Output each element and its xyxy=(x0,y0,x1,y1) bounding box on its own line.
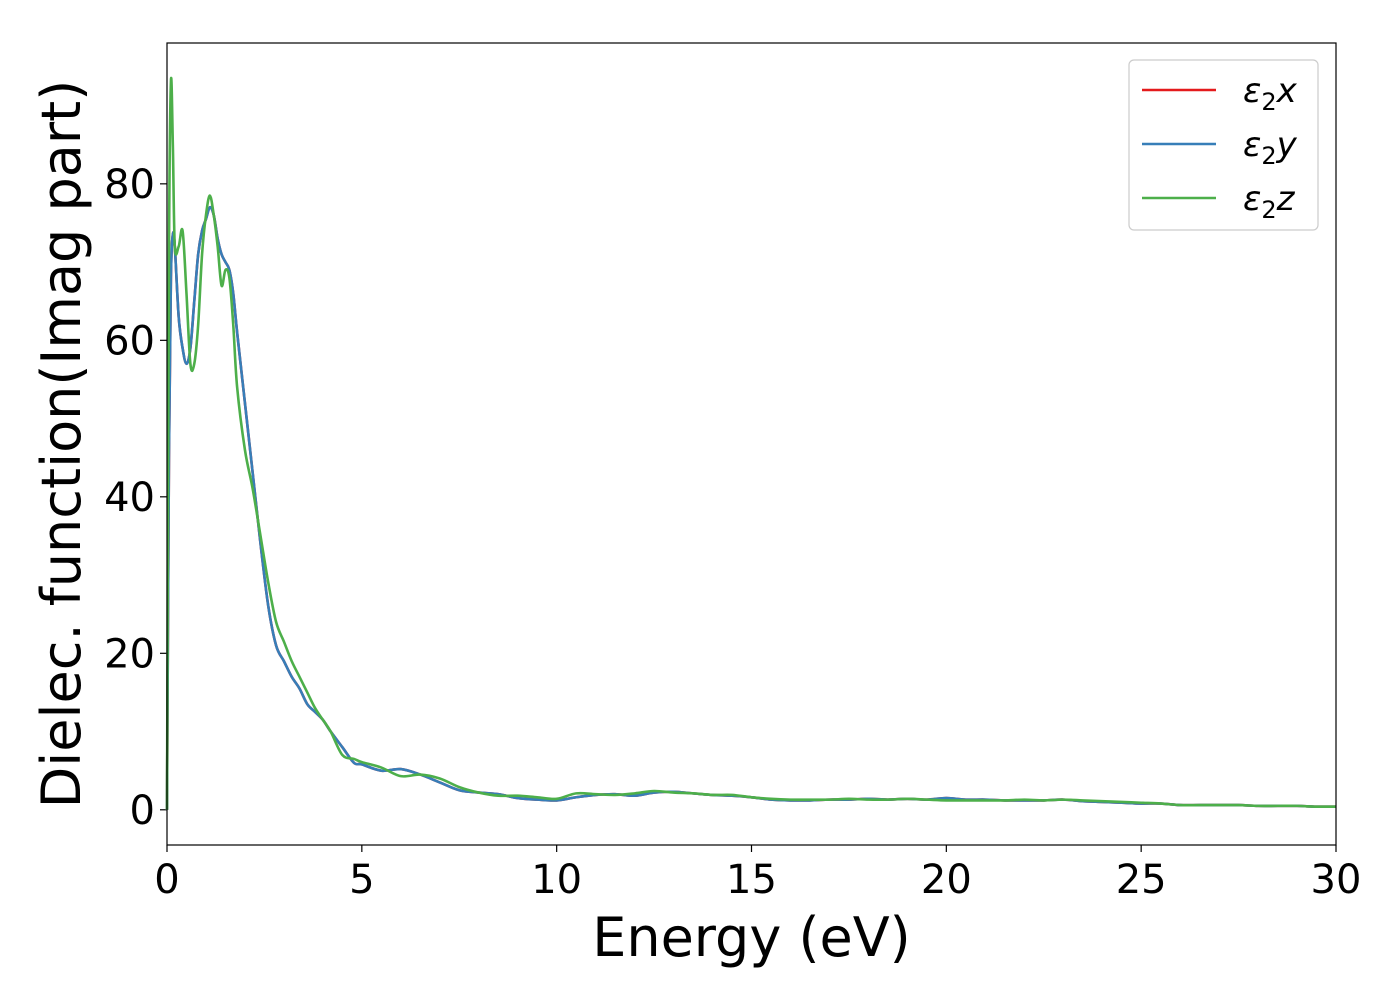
x-tick-label: 0 xyxy=(154,857,179,903)
series-line-z xyxy=(165,76,1337,810)
x-tick-label: 10 xyxy=(531,857,582,903)
x-axis-title: Energy (eV) xyxy=(592,906,911,969)
x-tick-label: 5 xyxy=(349,857,374,903)
legend-label-x: ε2x xyxy=(1243,71,1298,116)
y-tick-label: 60 xyxy=(104,318,155,364)
legend-label-y: ε2y xyxy=(1243,125,1298,170)
x-tick-label: 25 xyxy=(1116,857,1167,903)
x-tick-label: 15 xyxy=(726,857,777,903)
series-line-x xyxy=(165,205,1337,810)
legend-box xyxy=(1128,59,1319,231)
series-layer xyxy=(165,76,1337,810)
y-tick-label: 0 xyxy=(130,788,155,834)
y-tick-label: 80 xyxy=(104,162,155,208)
x-axis-ticks: 0 5 10 15 20 25 30 xyxy=(154,845,1361,903)
series-line-y xyxy=(165,205,1337,810)
y-axis-title: Dielec. function(Imag part) xyxy=(30,80,93,809)
x-tick-label: 20 xyxy=(921,857,972,903)
plot-frame xyxy=(166,42,1337,846)
legend: ε2x ε2y ε2z xyxy=(1128,59,1319,231)
y-axis-ticks: 0 20 40 60 80 xyxy=(104,162,167,834)
legend-label-z: ε2z xyxy=(1243,179,1296,224)
y-tick-label: 20 xyxy=(104,631,155,677)
x-tick-label: 30 xyxy=(1311,857,1362,903)
y-tick-label: 40 xyxy=(104,475,155,521)
